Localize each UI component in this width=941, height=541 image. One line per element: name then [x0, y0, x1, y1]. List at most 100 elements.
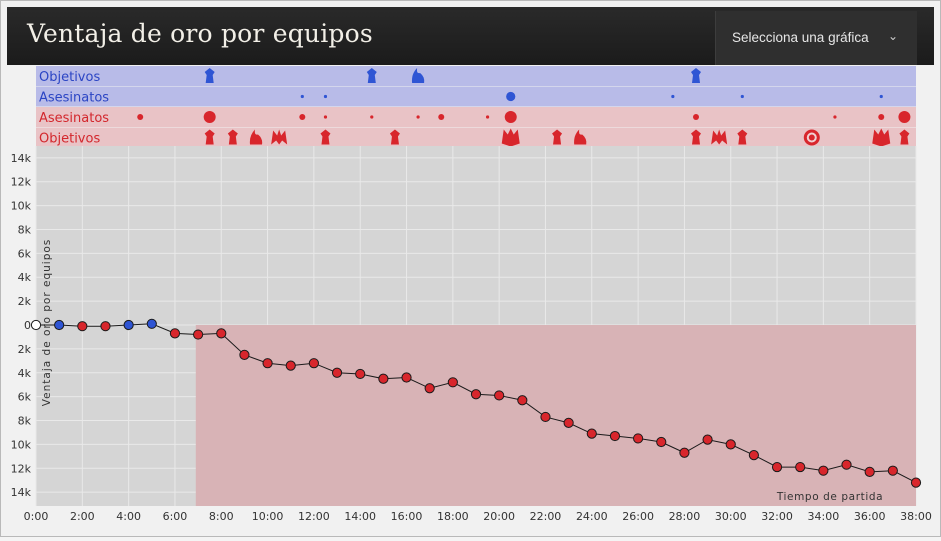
tower-icon[interactable] — [691, 129, 701, 145]
data-point[interactable] — [262, 358, 273, 369]
timeline-row-4 — [36, 127, 916, 148]
data-point[interactable] — [447, 377, 458, 388]
tower-icon[interactable] — [737, 129, 748, 145]
baron-icon[interactable] — [711, 129, 728, 145]
data-point[interactable] — [702, 434, 713, 445]
data-point[interactable] — [795, 461, 806, 473]
x-tick-label: 16:00 — [391, 510, 423, 523]
kill-event-marker[interactable] — [506, 91, 516, 102]
data-point[interactable] — [30, 319, 42, 331]
tower-icon[interactable] — [366, 68, 377, 83]
inhibitor-icon[interactable] — [872, 128, 891, 147]
page-title: Ventaja de oro por equipos — [27, 19, 373, 48]
data-point[interactable] — [679, 447, 690, 458]
baron-icon[interactable] — [271, 129, 288, 145]
data-point[interactable] — [54, 319, 65, 331]
data-point[interactable] — [424, 383, 435, 394]
x-tick-label: 22:00 — [530, 510, 562, 523]
kill-event-marker[interactable] — [833, 115, 837, 119]
data-point[interactable] — [540, 411, 551, 423]
data-point[interactable] — [216, 328, 227, 339]
data-point[interactable] — [100, 321, 111, 332]
data-point[interactable] — [725, 439, 736, 450]
data-point[interactable] — [586, 428, 597, 439]
inhibitor-icon[interactable] — [501, 128, 520, 147]
x-tick-label: 10:00 — [252, 510, 284, 523]
data-point[interactable] — [239, 349, 250, 360]
data-point[interactable] — [563, 417, 574, 429]
kill-event-marker[interactable] — [438, 114, 445, 120]
kill-event-marker[interactable] — [323, 115, 328, 119]
data-point[interactable] — [77, 321, 88, 332]
x-tick-label: 36:00 — [854, 510, 886, 523]
data-point[interactable] — [285, 360, 296, 371]
data-point[interactable] — [517, 395, 528, 406]
tower-icon[interactable] — [552, 129, 563, 145]
x-tick-label: 32:00 — [761, 510, 793, 523]
kill-event-marker[interactable] — [203, 111, 216, 123]
red-advantage-area — [195, 325, 916, 506]
tower-icon[interactable] — [227, 129, 238, 145]
kill-event-marker[interactable] — [370, 115, 374, 119]
x-tick-label: 4:00 — [116, 510, 141, 523]
chart-select-dropdown[interactable]: Selecciona una gráfica ⌄ — [715, 11, 917, 65]
kill-event-marker[interactable] — [137, 114, 144, 120]
kill-event-marker[interactable] — [485, 115, 490, 119]
data-point[interactable] — [378, 373, 389, 384]
data-point[interactable] — [910, 477, 922, 488]
kill-event-marker[interactable] — [693, 114, 699, 120]
tower-icon[interactable] — [389, 129, 400, 145]
tower-icon[interactable] — [320, 129, 331, 145]
data-point[interactable] — [748, 450, 759, 461]
tower-icon[interactable] — [899, 129, 910, 145]
x-tick-label: 0:00 — [24, 510, 49, 523]
data-point[interactable] — [609, 430, 621, 442]
data-point[interactable] — [771, 461, 783, 473]
data-point[interactable] — [887, 465, 898, 476]
kill-event-marker[interactable] — [504, 111, 517, 123]
dragon-icon[interactable] — [574, 129, 587, 145]
kill-event-marker[interactable] — [879, 94, 883, 99]
data-point[interactable] — [841, 459, 852, 470]
tower-icon[interactable] — [204, 129, 215, 145]
data-point[interactable] — [308, 358, 319, 369]
kill-event-marker[interactable] — [323, 94, 328, 99]
data-point[interactable] — [169, 328, 181, 339]
x-tick-label: 8:00 — [209, 510, 234, 523]
x-tick-label: 24:00 — [576, 510, 608, 523]
timeline-row-label: Objetivos — [39, 70, 100, 85]
y-tick-label: 14k — [11, 152, 32, 165]
data-point[interactable] — [470, 389, 482, 400]
data-point[interactable] — [656, 436, 667, 448]
kill-event-marker[interactable] — [898, 111, 911, 123]
kill-event-marker[interactable] — [671, 94, 675, 99]
data-point[interactable] — [401, 372, 412, 383]
kill-event-marker[interactable] — [416, 115, 420, 119]
tower-icon[interactable] — [204, 68, 215, 83]
tower-icon[interactable] — [691, 68, 701, 83]
data-point[interactable] — [355, 368, 366, 380]
kill-event-marker[interactable] — [878, 114, 885, 120]
x-tick-label: 30:00 — [715, 510, 747, 523]
x-tick-label: 12:00 — [298, 510, 330, 523]
x-tick-label: 2:00 — [70, 510, 95, 523]
data-point[interactable] — [633, 433, 644, 444]
x-tick-label: 18:00 — [437, 510, 469, 523]
data-point[interactable] — [193, 329, 204, 340]
timeline-row-2 — [36, 86, 916, 107]
x-tick-label: 6:00 — [163, 510, 188, 523]
data-point[interactable] — [123, 319, 134, 331]
kill-event-marker[interactable] — [740, 94, 744, 99]
dragon-icon[interactable] — [411, 68, 425, 83]
data-point[interactable] — [864, 466, 875, 477]
dragon-icon[interactable] — [249, 129, 263, 145]
data-point[interactable] — [146, 318, 157, 329]
x-tick-label: 26:00 — [622, 510, 654, 523]
y-axis-label: Ventaja de oro por equipos — [41, 239, 53, 406]
kill-event-marker[interactable] — [300, 94, 304, 99]
data-point[interactable] — [494, 390, 505, 401]
kill-event-marker[interactable] — [299, 114, 306, 120]
data-point[interactable] — [331, 367, 343, 378]
timeline-row-label: Asesinatos — [39, 91, 109, 106]
data-point[interactable] — [818, 465, 829, 476]
